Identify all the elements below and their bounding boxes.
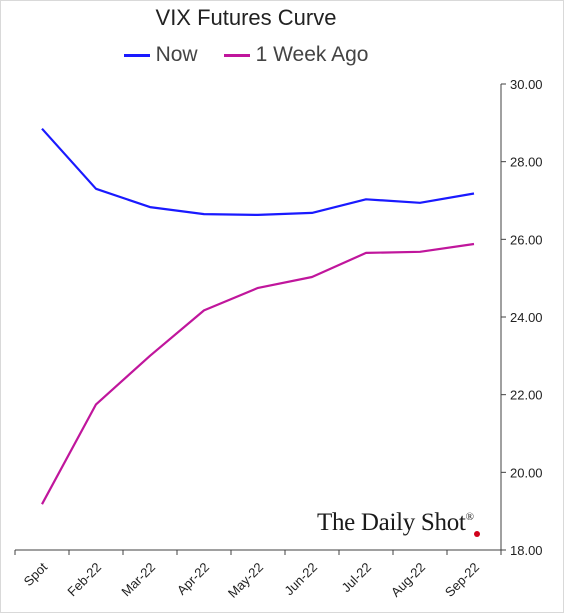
legend-swatch-1-week-ago [223, 53, 250, 57]
legend-label-now: Now [155, 43, 198, 66]
chart-title: VIX Futures Curve [155, 5, 337, 30]
legend-item-1-week-ago: 1 Week Ago [223, 43, 369, 67]
legend-swatch-now [123, 53, 150, 57]
legend: Now 1 Week Ago [1, 43, 491, 67]
x-tick-label: Apr-22 [174, 560, 212, 598]
x-tick-label: Feb-22 [64, 560, 104, 600]
y-tick-label: 28.00 [510, 155, 543, 170]
legend-label-1-week-ago: 1 Week Ago [255, 43, 369, 66]
x-tick-label: Aug-22 [388, 560, 428, 600]
legend-item-now: Now [123, 43, 198, 67]
x-tick-label: Jun-22 [281, 560, 320, 599]
x-tick-label: Sep-22 [442, 560, 482, 600]
y-tick-label: 20.00 [510, 465, 543, 480]
x-tick-label: Mar-22 [118, 560, 158, 600]
watermark-dot [474, 531, 480, 537]
series-line-1-week-ago [41, 242, 475, 505]
series-line-now [41, 127, 475, 216]
watermark-mark: ® [465, 511, 474, 523]
y-tick-label: 22.00 [510, 388, 543, 403]
watermark-text: The Daily Shot [317, 509, 466, 536]
y-tick-label: 26.00 [510, 232, 543, 247]
y-tick-label: 24.00 [510, 310, 543, 325]
x-tick-label: May-22 [225, 560, 266, 601]
y-tick-label: 30.00 [510, 77, 543, 92]
watermark-logo: The Daily Shot® [317, 509, 474, 537]
x-tick-label: Spot [21, 559, 51, 589]
y-tick-label: 18.00 [510, 543, 543, 558]
x-tick-label: Jul-22 [338, 560, 374, 596]
